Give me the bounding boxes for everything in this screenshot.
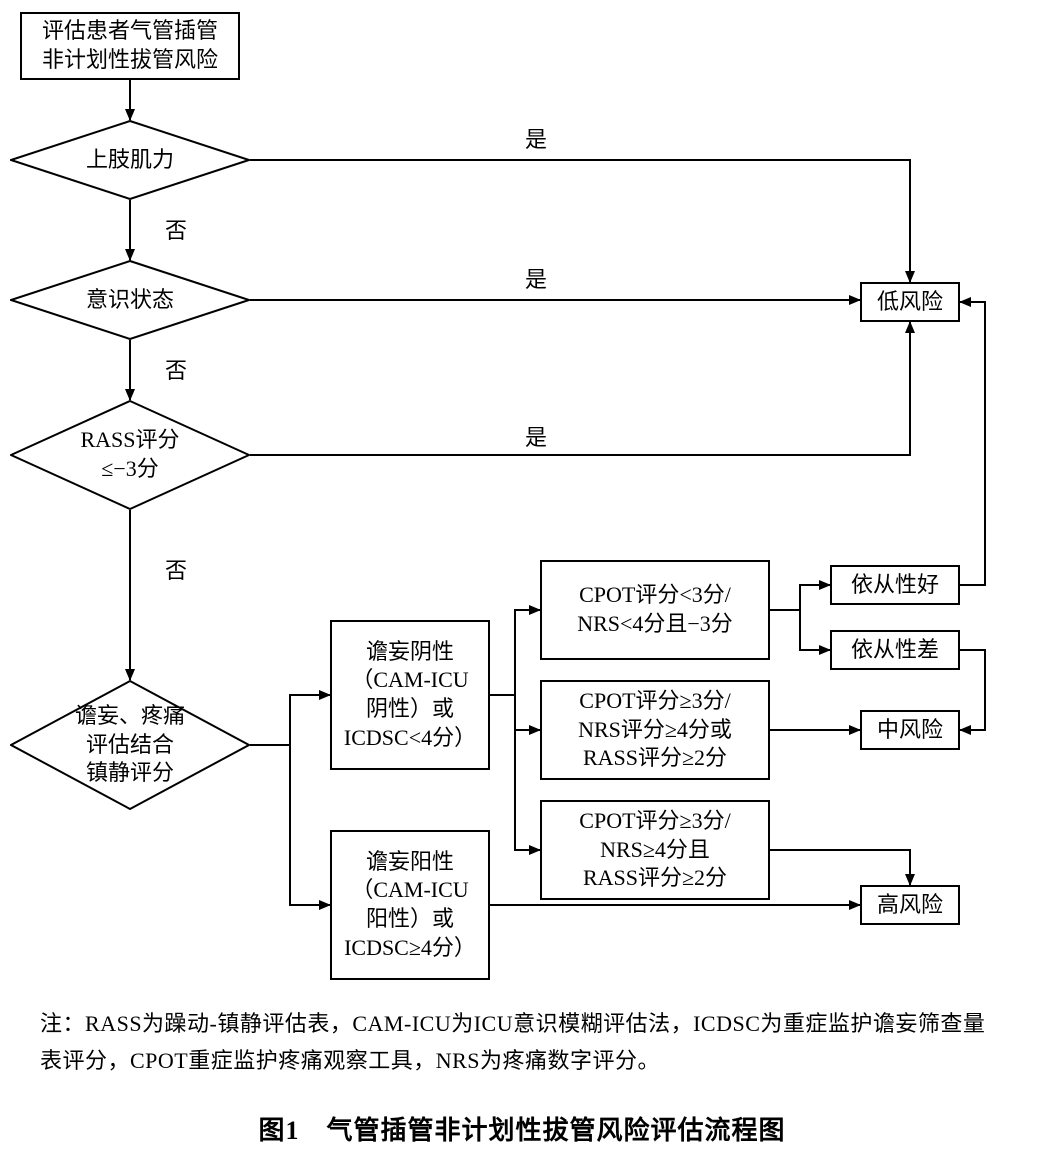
node-c3: CPOT评分≥3分/NRS≥4分且RASS评分≥2分: [540, 800, 770, 900]
node-d1: 上肢肌力: [10, 120, 250, 200]
edge-compBad-mid: [960, 650, 985, 730]
footnote-text: RASS为躁动-镇静评估表，CAM-ICU为ICU意识模糊评估法，ICDSC为重…: [40, 1011, 985, 1073]
node-high: 高风险: [860, 885, 960, 925]
edge-label-no3: 否: [165, 553, 187, 585]
edge-d4-delPos: [290, 745, 330, 905]
footnote: 注：RASS为躁动-镇静评估表，CAM-ICU为ICU意识模糊评估法，ICDSC…: [40, 1005, 1000, 1080]
edge-delNeg-c1: [490, 610, 540, 695]
edge-label-yes3: 是: [525, 420, 547, 452]
node-delPos: 谵妄阳性（CAM-ICU阳性）或ICDSC≥4分）: [330, 830, 490, 980]
node-start: 评估患者气管插管非计划性拔管风险: [20, 12, 240, 80]
edge-d3-low: [250, 322, 910, 455]
figure-caption: 图1 气管插管非计划性拔管风险评估流程图: [0, 1110, 1044, 1147]
node-compBad: 依从性差: [830, 630, 960, 670]
flowchart-canvas: 评估患者气管插管非计划性拔管风险上肢肌力意识状态 RASS评分≤−3分谵妄、疼痛评…: [0, 0, 1044, 1153]
edge-label-yes1: 是: [525, 122, 547, 154]
edge-label-no1: 否: [165, 213, 187, 245]
node-mid: 中风险: [860, 710, 960, 750]
edge-d1-low: [250, 160, 910, 282]
edge-compGood-low: [960, 302, 985, 585]
footnote-prefix: 注：: [40, 1011, 85, 1036]
node-d4: 谵妄、疼痛评估结合镇静评分: [10, 680, 250, 810]
node-delNeg: 谵妄阴性（CAM-ICU阴性）或ICDSC<4分）: [330, 620, 490, 770]
node-c1: CPOT评分<3分/NRS<4分且−3分: [540, 560, 770, 660]
node-c2: CPOT评分≥3分/NRS评分≥4分或RASS评分≥2分: [540, 680, 770, 780]
edge-c3-high: [770, 850, 910, 885]
edge-delNeg-c2: [515, 695, 540, 730]
node-compGood: 依从性好: [830, 565, 960, 605]
edge-c1-compBad: [800, 610, 830, 650]
edge-label-no2: 否: [165, 353, 187, 385]
edge-delNeg-c3: [515, 730, 540, 850]
edge-label-yes2: 是: [525, 262, 547, 294]
edge-c1-compGood: [770, 585, 830, 610]
node-low: 低风险: [860, 282, 960, 322]
node-d2: 意识状态: [10, 260, 250, 340]
edge-d4-delNeg: [250, 695, 330, 745]
node-d3: RASS评分≤−3分: [10, 400, 250, 510]
